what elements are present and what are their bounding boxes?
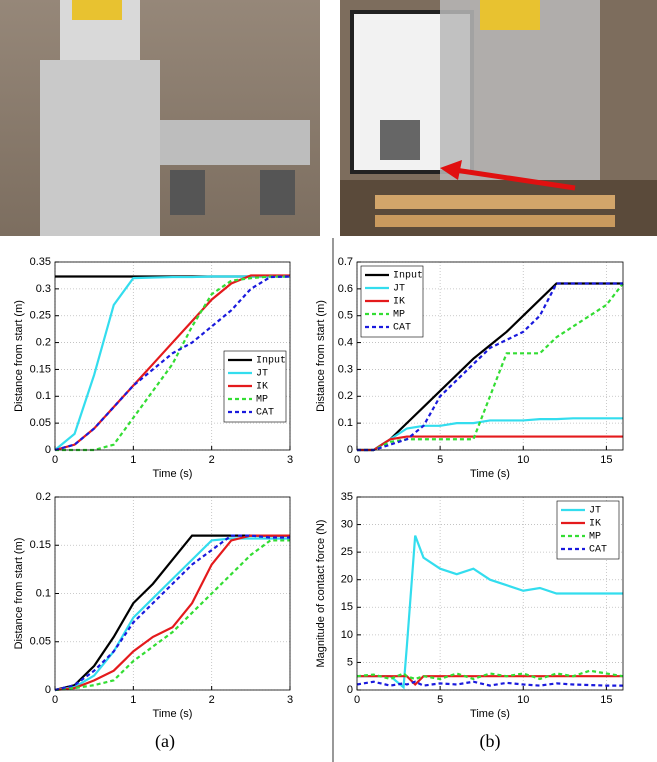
x-tick-label: 3 xyxy=(287,454,293,466)
line-series xyxy=(357,535,623,690)
y-tick-label: 5 xyxy=(347,656,353,668)
line-series xyxy=(357,435,623,452)
y-tick-label: 20 xyxy=(341,574,353,586)
x-axis-label: Time (s) xyxy=(470,468,510,480)
x-axis-label: Time (s) xyxy=(153,708,193,720)
legend-label: CAT xyxy=(589,545,607,556)
caption: (b) xyxy=(480,731,501,752)
x-tick-label: 0 xyxy=(354,694,360,706)
legend-label: IK xyxy=(256,382,268,393)
x-tick-label: 0 xyxy=(354,454,360,466)
y-tick-label: 35 xyxy=(341,491,353,503)
y-tick-label: 0.7 xyxy=(338,256,353,268)
y-axis-label: Distance from start (m) xyxy=(315,300,327,412)
plot-frame xyxy=(356,496,624,691)
y-tick-label: 0.3 xyxy=(36,283,51,295)
x-tick-label: 1 xyxy=(130,694,136,706)
x-tick-label: 0 xyxy=(52,454,58,466)
line-series xyxy=(356,680,623,687)
legend-label: JT xyxy=(393,284,405,295)
line-series xyxy=(357,282,623,452)
y-tick-label: 0.35 xyxy=(30,256,51,268)
y-tick-label: 0.15 xyxy=(30,539,51,551)
y-tick-label: 0 xyxy=(45,444,51,456)
legend-label: IK xyxy=(393,297,405,308)
line-series xyxy=(54,275,291,452)
y-axis-label: Magnitude of contact force (N) xyxy=(315,520,327,668)
y-tick-label: 0.25 xyxy=(30,310,51,322)
x-tick-label: 1 xyxy=(130,454,136,466)
caption: (a) xyxy=(155,731,175,752)
chart: 0 0.1 0.2 0.3 0.4 0.5 0.6 0.7 0 5 10 15 Time (s) Dist… xyxy=(315,256,624,480)
y-tick-label: 0.05 xyxy=(30,417,51,429)
y-axis-label: Distance from start (m) xyxy=(13,538,25,650)
line-series xyxy=(55,275,290,452)
legend-label: MP xyxy=(393,310,405,321)
y-tick-label: 0 xyxy=(347,684,353,696)
x-tick-label: 10 xyxy=(517,454,529,466)
x-tick-label: 2 xyxy=(209,454,215,466)
x-tick-label: 10 xyxy=(517,694,529,706)
line-series xyxy=(357,417,623,452)
legend-label: MP xyxy=(589,532,601,543)
line-series xyxy=(357,282,624,452)
y-tick-label: 0.05 xyxy=(30,636,51,648)
y-tick-label: 0.1 xyxy=(338,417,353,429)
plot-frame xyxy=(356,261,624,451)
photo-right xyxy=(340,0,657,236)
legend-label: CAT xyxy=(256,408,274,419)
plot-frame xyxy=(54,261,291,451)
chart: 0 0.05 0.1 0.15 0.2 0 1 2 3 Time (s) Distance from… xyxy=(13,491,293,720)
y-tick-label: 15 xyxy=(341,601,353,613)
y-tick-label: 0.5 xyxy=(338,310,353,322)
y-tick-label: 30 xyxy=(341,518,353,530)
line-series xyxy=(54,534,290,692)
legend-label: Input xyxy=(256,356,286,367)
y-tick-label: 0.15 xyxy=(30,363,51,375)
chart: 0 0.05 0.1 0.15 0.2 0.25 0.3 0.35 0 1 2 3 Time (s) Di… xyxy=(13,256,293,480)
chart: 0 5 10 15 20 25 30 35 0 5 10 15 Time (s) Magnitude of… xyxy=(315,491,624,720)
line-series xyxy=(54,539,290,692)
y-tick-label: 0.4 xyxy=(338,336,353,348)
y-tick-label: 25 xyxy=(341,546,353,558)
y-tick-label: 0.2 xyxy=(338,390,353,402)
x-tick-label: 3 xyxy=(287,694,293,706)
x-axis-label: Time (s) xyxy=(470,708,510,720)
line-series xyxy=(54,537,290,692)
legend-label: IK xyxy=(589,519,601,530)
y-tick-label: 10 xyxy=(341,629,353,641)
y-tick-label: 0 xyxy=(45,684,51,696)
y-tick-label: 0.2 xyxy=(36,491,51,503)
y-tick-label: 0.1 xyxy=(36,390,51,402)
x-axis-label: Time (s) xyxy=(153,468,193,480)
y-tick-label: 0.2 xyxy=(36,336,51,348)
x-tick-label: 2 xyxy=(209,694,215,706)
photo-left xyxy=(0,0,320,236)
y-axis-label: Distance from start (m) xyxy=(13,300,25,412)
y-tick-label: 0 xyxy=(347,444,353,456)
legend-label: CAT xyxy=(393,323,411,334)
y-tick-label: 0.6 xyxy=(338,283,353,295)
x-tick-label: 0 xyxy=(52,694,58,706)
legend-label: Input xyxy=(393,271,423,282)
y-tick-label: 0.3 xyxy=(338,363,353,375)
legend-label: JT xyxy=(589,506,601,517)
legend-label: JT xyxy=(256,369,268,380)
x-tick-label: 5 xyxy=(437,454,443,466)
x-tick-label: 15 xyxy=(600,694,612,706)
legend-label: MP xyxy=(256,395,268,406)
x-tick-label: 15 xyxy=(600,454,612,466)
line-series xyxy=(54,534,290,692)
plot-frame xyxy=(54,496,291,691)
x-tick-label: 5 xyxy=(437,694,443,706)
line-series xyxy=(356,669,624,681)
y-tick-label: 0.1 xyxy=(36,587,51,599)
